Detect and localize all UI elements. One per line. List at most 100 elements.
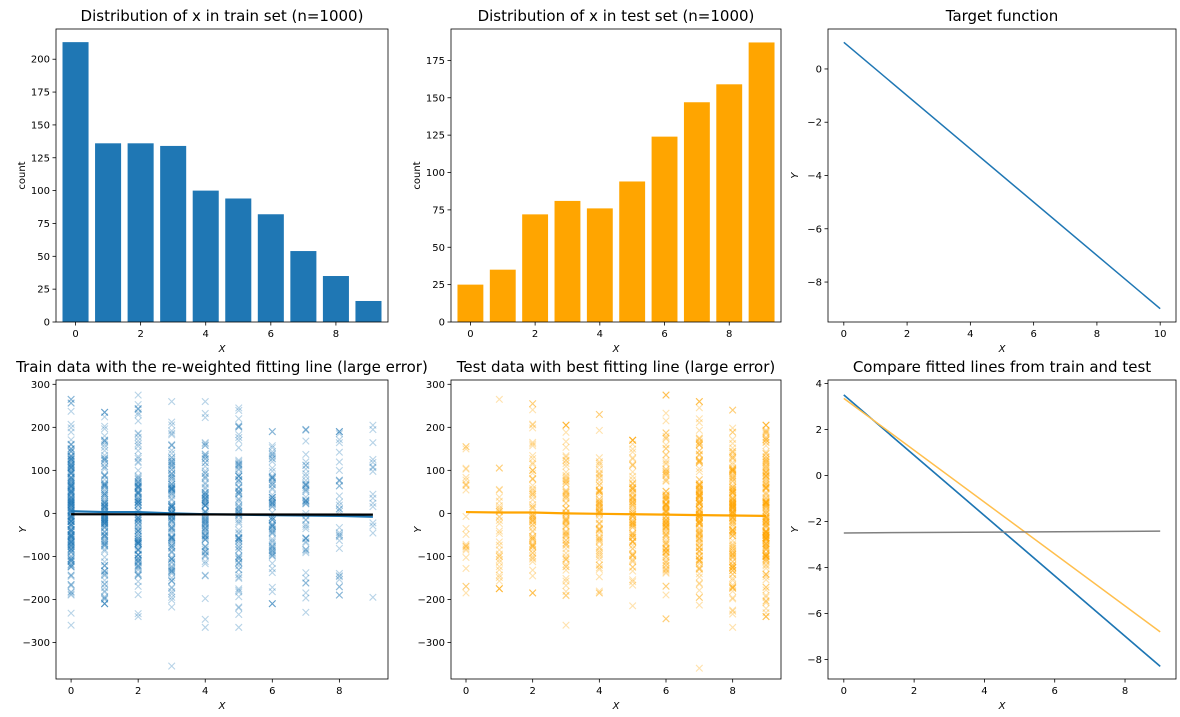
scatter-point [335,533,344,541]
scatter-point [134,541,142,549]
scatter-point [268,481,276,489]
scatter-point [628,485,637,493]
scatter-point [595,527,604,535]
scatter-point [235,623,243,632]
scatter-point [695,507,704,515]
scatter-point [235,542,243,551]
scatter-point [67,503,75,512]
scatter-point [728,570,737,578]
scatter-point [168,461,176,469]
scatter-point [695,526,704,534]
scatter-point [235,555,243,563]
scatter-point [335,573,344,581]
scatter-point [728,593,737,602]
scatter-point [762,527,770,535]
scatter-point [728,486,737,494]
scatter-point [134,514,142,522]
scatter-point [201,520,209,529]
scatter-point [67,499,75,508]
scatter-point [134,498,142,507]
scatter-point [695,404,704,412]
scatter-point [268,600,276,608]
scatter-point [201,488,209,497]
scatter-point [67,520,75,529]
scatter-point [762,499,770,507]
scatter-point [662,494,670,502]
scatter-point [201,517,209,525]
scatter-point [528,515,537,524]
scatter-point [762,537,770,545]
scatter-point [100,463,109,471]
scatter-point [67,517,75,526]
scatter-point [728,481,737,489]
scatter-point [134,536,142,545]
scatter-point [562,452,570,460]
scatter-point [201,516,209,524]
scatter-point [100,479,109,487]
scatter-point [369,467,377,476]
scatter-point [134,482,142,490]
scatter-point [134,539,142,548]
scatter-point [67,517,75,525]
scatter-point [268,500,276,508]
scatter-point [201,494,209,502]
scatter-point [762,535,770,543]
scatter-point [67,501,75,509]
scatter-point [728,495,737,503]
scatter-point [369,499,377,507]
y-tick-label: −6 [807,609,822,620]
scatter-point [134,554,142,562]
scatter-point [628,436,637,444]
scatter-point [528,589,537,597]
y-tick-label: 150 [31,120,50,131]
scatter-point [302,516,310,524]
scatter-point [134,582,142,591]
scatter-point [268,467,276,475]
scatter-point [728,498,737,506]
scatter-point [662,558,670,566]
scatter-point [662,520,670,528]
scatter-point [67,609,75,617]
scatter-point [134,496,142,504]
scatter-point [168,555,176,563]
scatter-point [728,516,737,525]
scatter-point [495,555,504,564]
scatter-point [134,562,142,571]
scatter-point [168,553,176,561]
scatter-point [235,552,243,560]
scatter-point [562,574,570,583]
scatter-point [762,554,770,562]
scatter-point [201,527,209,535]
scatter-point [462,530,470,539]
scatter-point [562,505,570,513]
scatter-point [628,519,637,527]
scatter-point [67,498,75,507]
scatter-point [662,541,670,549]
x-axis-label: X [612,344,621,355]
scatter-point [762,555,770,563]
scatter-point [762,474,770,483]
scatter-point [134,561,142,569]
scatter-point [762,539,770,548]
scatter-point [628,602,637,610]
scatter-point [662,391,670,399]
scatter-point [67,447,75,455]
bar [554,200,581,322]
scatter-point [728,477,737,485]
scatter-point [762,540,770,548]
scatter-point [728,502,737,511]
scatter-point [495,464,504,472]
scatter-point [662,476,670,485]
scatter-point [100,532,109,541]
scatter-point [168,501,176,509]
scatter-point [67,543,75,551]
scatter-point [100,472,109,480]
scatter-point [728,570,737,578]
chart-title: Distribution of x in test set (n=1000) [478,7,755,25]
scatter-point [302,458,310,466]
x-tick-label: 8 [726,329,732,340]
scatter-point [201,535,209,544]
scatter-point [762,583,770,591]
scatter-point [302,534,310,543]
scatter-point [235,504,243,512]
